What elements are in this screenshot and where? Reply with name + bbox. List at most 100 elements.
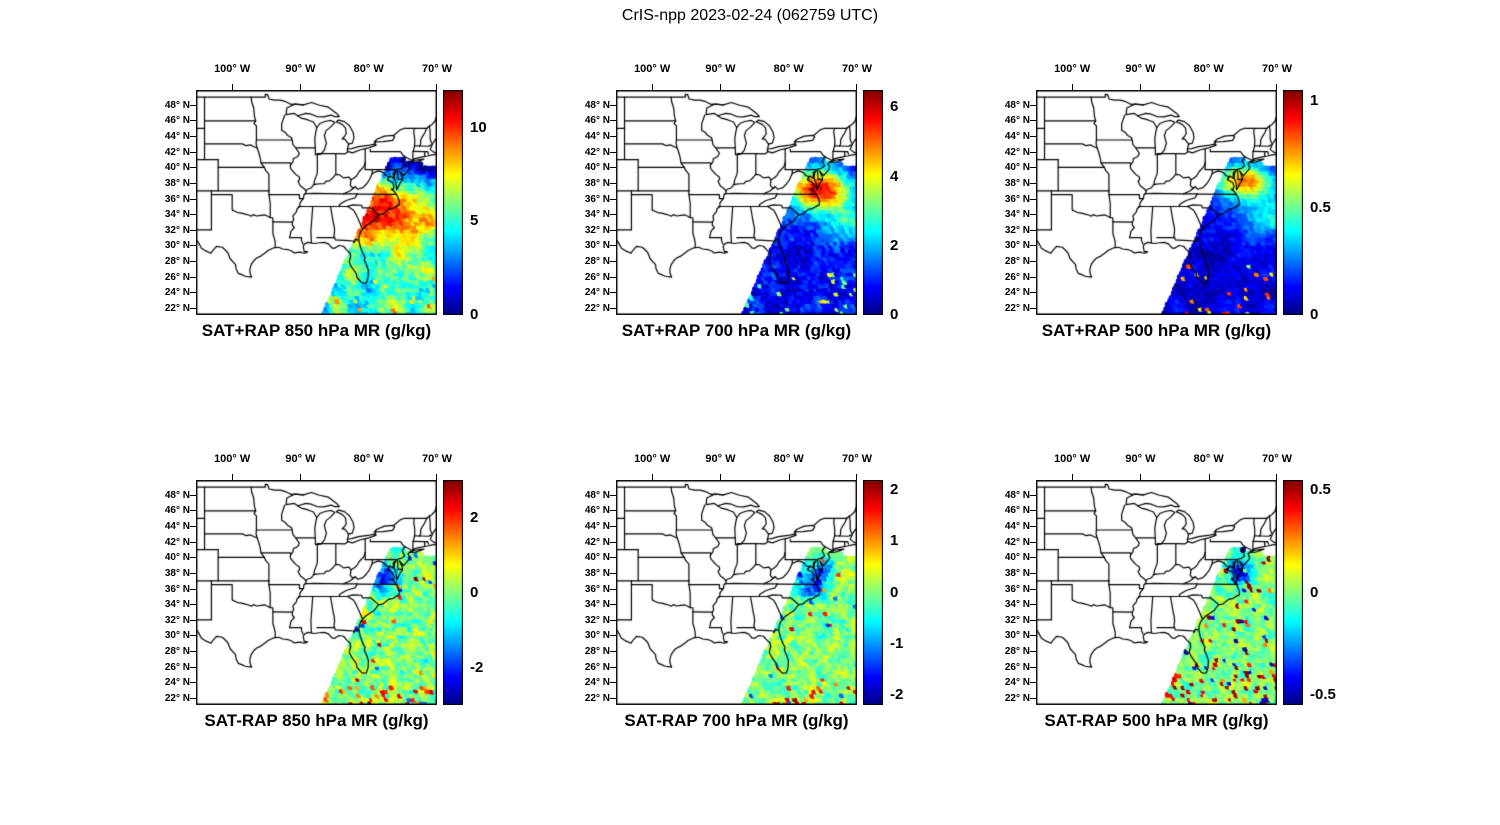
map-sat-minus-rap-700 (616, 480, 857, 705)
lon-tick-label: 80° W (353, 453, 384, 465)
lat-tick-label: 34° N (164, 599, 190, 611)
lat-tick-label: 24° N (584, 287, 610, 299)
lat-tick-label: 36° N (584, 193, 610, 205)
lon-tick-label: 70° W (841, 453, 873, 465)
lon-tick-label: 70° W (1261, 63, 1293, 75)
lat-tick-label: 46° N (584, 115, 610, 127)
lat-tick-label: 36° N (164, 583, 190, 595)
lat-tick-label: 36° N (164, 193, 190, 205)
colorbar-sat-plus-rap-500 (1283, 90, 1303, 315)
lat-tick-label: 36° N (1004, 193, 1030, 205)
figure-title: CrIS-npp 2023-02-24 (062759 UTC) (621, 7, 879, 24)
lat-tick-mark (610, 541, 616, 543)
lat-tick-mark (610, 276, 616, 278)
lat-tick-label: 38° N (164, 177, 190, 189)
lat-tick-mark (190, 198, 196, 200)
lat-tick-mark (190, 104, 196, 106)
lat-tick-mark (190, 588, 196, 590)
lon-tick-mark (368, 474, 370, 480)
map-sat-plus-rap-850 (196, 90, 437, 315)
lat-tick-mark (1030, 229, 1036, 231)
lat-tick-mark (190, 604, 196, 606)
map-sat-plus-rap-500 (1036, 90, 1277, 315)
lat-tick-label: 36° N (584, 583, 610, 595)
lat-tick-label: 42° N (1004, 146, 1030, 158)
panel-title-sat-plus-rap-500: SAT+RAP 500 hPa MR (g/kg) (1041, 321, 1272, 340)
lat-tick-label: 24° N (1004, 677, 1030, 689)
lon-tick-label: 90° W (285, 63, 316, 75)
lat-tick-mark (190, 136, 196, 138)
lat-tick-mark (610, 136, 616, 138)
colorbar-sat-minus-rap-500 (1283, 480, 1303, 705)
colorbar-tick-label: 1 (890, 532, 899, 550)
lat-tick-label: 44° N (584, 131, 610, 143)
lat-tick-label: 26° N (164, 661, 190, 673)
lat-tick-label: 48° N (1004, 99, 1030, 111)
lon-tick-label: 90° W (285, 453, 316, 465)
lon-tick-label: 70° W (1261, 453, 1293, 465)
colorbar-sat-plus-rap-850 (443, 90, 463, 315)
lat-tick-mark (1030, 697, 1036, 699)
lat-tick-mark (610, 198, 616, 200)
lat-tick-mark (1030, 261, 1036, 263)
lat-tick-mark (610, 619, 616, 621)
colorbar-tick-label: 10 (470, 118, 487, 136)
lat-tick-mark (1030, 526, 1036, 528)
panel-title-sat-minus-rap-700: SAT-RAP 700 hPa MR (g/kg) (624, 711, 849, 730)
lat-tick-label: 24° N (164, 677, 190, 689)
lon-tick-label: 90° W (1125, 453, 1156, 465)
lat-tick-mark (190, 151, 196, 153)
lat-tick-mark (1030, 245, 1036, 247)
colorbar-sat-plus-rap-700 (863, 90, 883, 315)
lat-tick-label: 34° N (164, 209, 190, 221)
colorbar-tick-label: -0.5 (1310, 685, 1336, 703)
lat-tick-mark (1030, 541, 1036, 543)
lon-tick-mark (436, 84, 437, 90)
lat-tick-mark (190, 666, 196, 668)
colorbar-tick-label: 5 (470, 212, 479, 230)
map-panel-sat-minus-rap-850: 100° W 90° W 80° W 70° W 48° N 46° N 44° N 42° … (165, 453, 483, 730)
lat-tick-mark (1030, 494, 1036, 496)
lon-tick-label: 80° W (1193, 63, 1224, 75)
colorbar-tick-label: 0 (890, 583, 899, 601)
lon-tick-label: 100° W (634, 63, 671, 75)
lat-tick-mark (190, 214, 196, 216)
lat-tick-label: 48° N (1004, 489, 1030, 501)
lat-tick-mark (610, 666, 616, 668)
panel-title-sat-plus-rap-700: SAT+RAP 700 hPa MR (g/kg) (621, 321, 852, 340)
map-panel-sat-plus-rap-700: 100° W 90° W 80° W 70° W 48° N 46° N 44° N 42° … (585, 63, 898, 340)
lat-tick-mark (610, 151, 616, 153)
lon-tick-mark (300, 84, 302, 90)
lat-tick-label: 28° N (1004, 256, 1030, 268)
lat-tick-label: 48° N (164, 99, 190, 111)
colorbar-sat-minus-rap-850 (443, 480, 463, 705)
lat-tick-mark (190, 619, 196, 621)
lat-tick-label: 48° N (164, 489, 190, 501)
lat-tick-mark (190, 526, 196, 528)
lat-tick-mark (1030, 276, 1036, 278)
colorbar-tick-label: 0 (890, 306, 899, 323)
lon-tick-label: 80° W (773, 453, 804, 465)
lat-tick-label: 40° N (1004, 162, 1030, 174)
lat-tick-mark (610, 651, 616, 653)
lat-tick-mark (190, 635, 196, 637)
lon-tick-label: 80° W (773, 63, 804, 75)
lat-tick-label: 24° N (584, 677, 610, 689)
lat-tick-label: 40° N (584, 552, 610, 564)
lat-tick-mark (1030, 604, 1036, 606)
lat-tick-mark (610, 526, 616, 528)
lat-tick-label: 34° N (584, 599, 610, 611)
lat-tick-label: 46° N (1004, 505, 1030, 517)
lat-tick-mark (1030, 167, 1036, 169)
lon-tick-label: 90° W (705, 453, 736, 465)
lat-tick-label: 28° N (584, 256, 610, 268)
lon-tick-mark (652, 84, 654, 90)
lat-tick-mark (610, 104, 616, 106)
lat-tick-label: 46° N (164, 115, 190, 127)
lat-tick-label: 40° N (164, 552, 190, 564)
lat-tick-mark (190, 307, 196, 309)
lat-tick-label: 28° N (164, 256, 190, 268)
lat-tick-label: 22° N (164, 692, 190, 704)
colorbar-sat-minus-rap-700 (863, 480, 883, 705)
lat-tick-label: 26° N (584, 271, 610, 283)
